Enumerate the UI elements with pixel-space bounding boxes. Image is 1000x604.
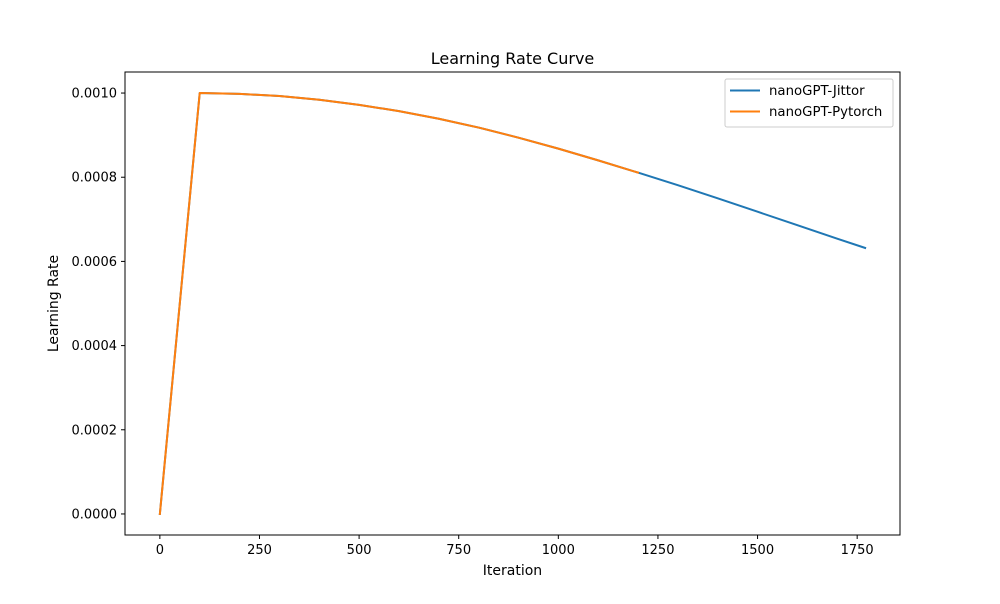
y-tick-label: 0.0000 bbox=[72, 507, 118, 522]
legend-label-pytorch: nanoGPT-Pytorch bbox=[769, 105, 882, 120]
legend: nanoGPT-Jittor nanoGPT-Pytorch bbox=[724, 78, 894, 128]
legend-box bbox=[724, 78, 894, 128]
y-tick-label: 0.0002 bbox=[72, 423, 118, 438]
plot-lines bbox=[158, 92, 867, 516]
y-tick-label: 0.0004 bbox=[72, 339, 118, 354]
series-line-nanogpt-pytorch bbox=[158, 92, 640, 516]
chart-title: Learning Rate Curve bbox=[431, 49, 595, 68]
x-tick-label: 1250 bbox=[641, 543, 674, 558]
y-axis: 0.0000 0.0002 0.0004 0.0006 0.0008 0.0010 bbox=[72, 87, 125, 522]
x-axis-label: Iteration bbox=[483, 563, 542, 579]
legend-label-jittor: nanoGPT-Jittor bbox=[769, 84, 865, 99]
y-axis-label: Learning Rate bbox=[46, 255, 62, 352]
x-tick-label: 1500 bbox=[741, 543, 774, 558]
y-tick-label: 0.0010 bbox=[72, 87, 118, 102]
x-axis: 0 250 500 750 1000 1250 1500 1750 bbox=[156, 535, 874, 558]
x-tick-label: 1000 bbox=[542, 543, 575, 558]
y-tick-label: 0.0008 bbox=[72, 171, 118, 186]
x-tick-label: 0 bbox=[156, 543, 164, 558]
plot-frame bbox=[124, 71, 901, 536]
x-tick-label: 750 bbox=[446, 543, 471, 558]
x-tick-label: 1750 bbox=[841, 543, 874, 558]
x-tick-label: 500 bbox=[347, 543, 372, 558]
x-tick-label: 250 bbox=[247, 543, 272, 558]
y-tick-label: 0.0006 bbox=[72, 255, 118, 270]
